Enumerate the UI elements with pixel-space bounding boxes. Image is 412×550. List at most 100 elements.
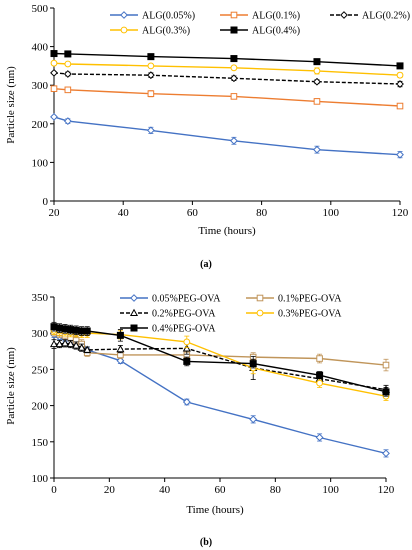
panel-b-legend-item: 0.2%PEG-OVA	[120, 309, 216, 320]
panel-a-legend-label: ALG(0.3%)	[142, 26, 190, 37]
panel-b-x-tick-label: 120	[378, 484, 395, 496]
panel-a-series-5	[50, 50, 404, 70]
panel-a-data-point	[146, 126, 155, 135]
panel-b-x-tick-label: 100	[322, 484, 339, 496]
panel-a-legend: ALG(0.05%) ALG(0.1%) ALG(0.2%) ALG(0.3%) ALG…	[110, 11, 410, 37]
panel-b-data-point	[183, 357, 191, 365]
panel-a-data-point	[230, 74, 238, 83]
panel-a-data-point	[313, 58, 321, 66]
panel-a-data-point	[230, 136, 238, 145]
panel-b-legend-item: 0.05%PEG-OVA	[120, 294, 221, 305]
panel-b-data-point	[83, 327, 91, 335]
panel-a-y-axis-title: Particle size (nm)	[5, 66, 17, 144]
panel-a-data-point	[64, 60, 72, 68]
panel-b-legend-marker	[130, 324, 138, 332]
panel-a-series-line	[53, 116, 401, 156]
panel-b-series-line	[53, 329, 387, 397]
panel-a-data-point	[64, 50, 72, 58]
panel-a-label: (a)	[200, 259, 212, 270]
panel-b-data-point	[316, 371, 324, 379]
panel-a-data-point	[50, 50, 58, 58]
panel-b-legend-marker	[256, 309, 264, 317]
panel-b-legend: 0.05%PEG-OVA 0.1%PEG-OVA 0.2%PEG-OVA 0.3%PE…	[120, 294, 342, 335]
panel-a-x-axis-title: Time (hours)	[198, 225, 256, 237]
panel-a-data-point	[230, 55, 238, 63]
panel-b-data-point	[382, 361, 390, 369]
panel-a-data-point	[313, 98, 321, 105]
panel-b-data-point	[116, 331, 124, 339]
panel-b-legend-marker	[256, 294, 264, 302]
panel-b-data-point	[315, 433, 324, 442]
panel-a-x-tick-label: 60	[187, 207, 199, 219]
panel-a-y-tick-label: 0	[43, 196, 49, 208]
panel-a-data-point	[147, 90, 155, 97]
panel-b-legend-label: 0.05%PEG-OVA	[152, 294, 221, 305]
panel-a-legend-item: ALG(0.1%)	[220, 11, 300, 22]
panel-a-data-point	[63, 70, 72, 78]
panel-b-data-point	[55, 339, 64, 348]
panel-a-series-line	[53, 62, 401, 76]
panel-a-plot: 20 40 60 80 100 120 0 100 200 300 400 500 ALG(0.05%)…	[32, 3, 411, 219]
panel-b-y-tick-label: 350	[32, 292, 49, 304]
panel-a-legend-marker	[230, 11, 238, 19]
panel-a-y-tick-label: 200	[32, 119, 49, 131]
panel-a-data-point	[147, 62, 155, 70]
panel-a-legend-item: ALG(0.3%)	[110, 26, 190, 37]
panel-a-data-point	[50, 59, 58, 67]
panel-b-legend-label: 0.1%PEG-OVA	[278, 294, 342, 305]
panel-b-series-4	[50, 325, 390, 401]
panel-a-legend-marker	[120, 26, 128, 34]
panel-a-data-point	[396, 150, 404, 159]
panel-b-plot: 0 20 40 60 80 100 120 100 150 200 250 300 350 0.05%PE…	[32, 292, 395, 496]
panel-b-series-1	[50, 330, 390, 458]
panel-b-data-point	[382, 388, 390, 396]
panel-a-legend-label: ALG(0.4%)	[252, 26, 300, 37]
panel-a-data-point	[147, 53, 155, 61]
panel-b-data-point	[72, 341, 81, 349]
panel-b-data-point	[61, 339, 70, 347]
panel-b-label: (b)	[200, 537, 212, 548]
panel-b-y-axis-title: Particle size (nm)	[5, 347, 17, 425]
panel-b-y-tick-label: 250	[32, 364, 49, 376]
panel-a-x-tick-label: 120	[392, 207, 409, 219]
panel-b-data-point	[66, 339, 75, 348]
panel-a-data-point	[146, 71, 155, 80]
panel-b-x-tick-label: 20	[104, 484, 116, 496]
panel-b-data-point	[249, 360, 257, 368]
panel-a-legend-label: ALG(0.05%)	[142, 11, 195, 22]
panel-a-data-point	[50, 85, 58, 92]
panel-a-legend-item: ALG(0.2%)	[330, 11, 410, 22]
panel-a-legend-marker	[120, 11, 128, 19]
panel-a-data-point	[230, 93, 238, 100]
panel-a-x-tick-label: 40	[118, 207, 130, 219]
panel-b-y-tick-label: 300	[32, 328, 49, 340]
panel-b-series-3	[49, 339, 391, 395]
panel-a-x-tick-label: 20	[49, 207, 61, 219]
panel-b-series-line	[54, 342, 387, 391]
panel-b-data-point	[116, 344, 125, 353]
panel-b-data-point	[83, 345, 92, 353]
panel-a-series-line	[53, 72, 401, 85]
panel-b-legend-marker	[130, 294, 138, 302]
panel-a-data-point	[396, 62, 404, 70]
panel-a-x-tick-label: 80	[256, 207, 268, 219]
panel-a-data-point	[313, 67, 321, 75]
panel-b-series-line	[53, 331, 387, 366]
panel-a-legend-item: ALG(0.05%)	[110, 11, 195, 22]
panel-a-data-point	[313, 77, 321, 86]
panel-b-legend-label: 0.2%PEG-OVA	[152, 309, 216, 320]
panel-a-x-tick-label: 100	[323, 207, 340, 219]
panel-a-chart: Particle size (nm) Time (hours) 20 40 60 80…	[5, 3, 410, 270]
panel-b-y-tick-label: 100	[32, 473, 49, 485]
panel-b-series-line	[53, 333, 387, 455]
panel-b-legend-item: 0.3%PEG-OVA	[246, 309, 342, 320]
panel-b-data-point	[316, 379, 324, 387]
panel-b-legend-label: 0.4%PEG-OVA	[152, 324, 216, 335]
panel-a-series-3	[50, 68, 404, 88]
panel-b-data-point	[49, 339, 59, 348]
panel-b-data-point	[249, 415, 258, 424]
panel-b-data-point	[382, 449, 390, 458]
panel-b-data-point	[77, 343, 86, 351]
panel-a-data-point	[230, 64, 238, 72]
